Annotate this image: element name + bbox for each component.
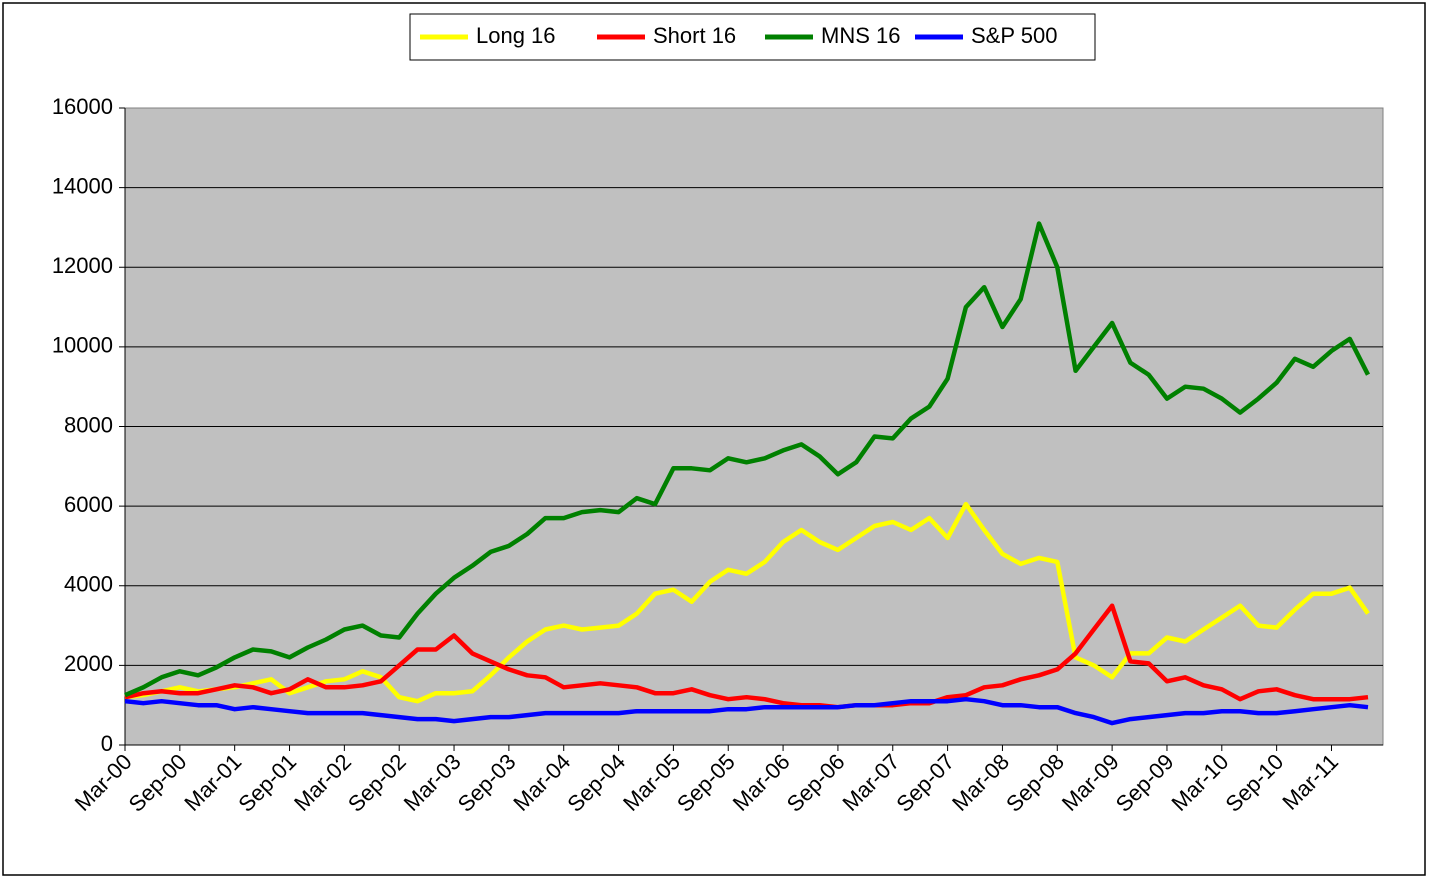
- series-line: [124, 501, 1370, 704]
- legend: Long 16 Short 16 MNS 16 S&P 500: [409, 13, 1096, 61]
- legend-label: Short 16: [653, 23, 736, 48]
- y-tick-label: 10000: [52, 333, 113, 358]
- legend-label: Long 16: [476, 23, 556, 48]
- series-line: [124, 221, 1371, 698]
- legend-label: MNS 16: [821, 23, 900, 48]
- y-tick-label: 14000: [52, 173, 113, 198]
- series-line: [124, 696, 1369, 726]
- y-tick-label: 2000: [64, 651, 113, 676]
- series-line: [124, 603, 1369, 710]
- y-tick-label: 8000: [64, 412, 113, 437]
- y-tick-label: 16000: [52, 94, 113, 119]
- y-tick-label: 6000: [64, 492, 113, 517]
- y-tick-label: 0: [101, 731, 113, 756]
- y-tick-label: 12000: [52, 253, 113, 278]
- y-tick-label: 4000: [64, 572, 113, 597]
- legend-label: S&P 500: [971, 23, 1057, 48]
- legend-box: [409, 13, 1096, 61]
